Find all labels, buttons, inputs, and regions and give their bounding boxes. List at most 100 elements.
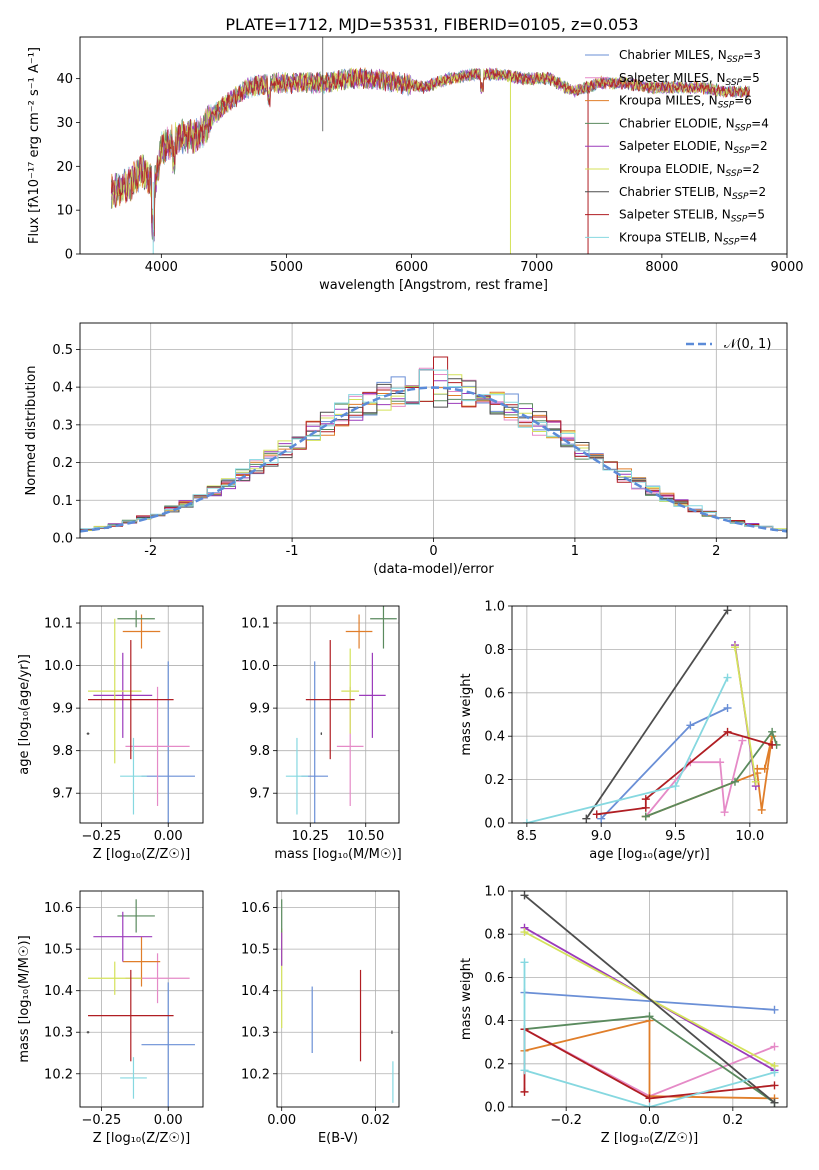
- weight-marker: [723, 606, 732, 615]
- legend-label-sub: SSP: [723, 237, 740, 247]
- x-tick-label: 9000: [770, 260, 803, 275]
- grid: [277, 606, 399, 823]
- y-tick-label: 0.8: [484, 928, 505, 943]
- y-tick-label: 0.2: [52, 456, 73, 471]
- x-tick-label: 4000: [145, 260, 178, 275]
- x-axis-label: mass [log₁₀(M/M☉)]: [274, 847, 401, 862]
- y-tick-label: 9.7: [52, 787, 73, 802]
- spectrum-panel: 4000 5000 6000 7000 8000 9000 0 10 20 30 40 wavelen…: [27, 36, 804, 293]
- weight-marker: [723, 727, 732, 736]
- weight-marker: [768, 727, 777, 736]
- mass-weight-vs-age-panel: 8.5 9.0 9.5 10.0 0.0 0.2 0.4 0.6 0.8 1.0 age [log₁…: [459, 600, 788, 862]
- x-axis-label: Z [log₁₀(Z/Z☉)]: [601, 1131, 698, 1146]
- y-tick-label: 9.9: [52, 702, 73, 717]
- weight-marker: [730, 643, 739, 652]
- legend-label-sub: SSP: [727, 55, 744, 65]
- legend-label: Salpeter MILES, NSSP=5: [619, 71, 760, 88]
- weight-line-kroupa-miles: [524, 1019, 775, 1100]
- weight-marker: [520, 928, 529, 937]
- y-tick-label: 40: [56, 72, 73, 87]
- weight-marker: [645, 1012, 654, 1021]
- weight-marker: [671, 782, 680, 791]
- y-tick-label: 20: [56, 160, 73, 175]
- y-tick-label: 0.0: [484, 817, 505, 832]
- weight-marker: [723, 673, 732, 682]
- legend-label-sub: SSP: [718, 101, 735, 111]
- legend-label: Kroupa STELIB, NSSP=4: [619, 230, 757, 247]
- x-tick-label: 0.00: [154, 1113, 183, 1128]
- y-tick-label: 0.2: [484, 1057, 505, 1072]
- legend-label-post: =6: [734, 94, 752, 108]
- tick-labels: 0.00 0.02 10.2 10.3 10.4 10.5 10.6: [241, 901, 390, 1128]
- weight-marker: [641, 795, 650, 804]
- x-tick-label: 7000: [520, 260, 553, 275]
- legend-normal-label: 𝒩(0, 1): [724, 337, 771, 352]
- legend-label-sub: SSP: [732, 192, 749, 202]
- x-tick-label: 10.0: [735, 829, 764, 844]
- x-axis-label: wavelength [Angstrom, rest frame]: [319, 278, 548, 293]
- y-tick-label: 10.1: [44, 617, 73, 632]
- spectrum-line-salpeter-stelib: [110, 67, 750, 242]
- weight-marker: [760, 764, 769, 773]
- y-tick-label: 0.3: [52, 418, 73, 433]
- y-axis-label: Normed distribution: [24, 366, 39, 496]
- x-tick-label: 9.0: [591, 829, 612, 844]
- y-tick-label: 0.5: [52, 343, 73, 358]
- x-tick-label: 0.00: [267, 1113, 296, 1128]
- legend-label-post: =5: [747, 208, 765, 222]
- axes-frame: [79, 890, 204, 1108]
- weight-marker: [770, 1005, 779, 1014]
- axes-frame: [511, 890, 788, 1108]
- legend-label: Chabrier MILES, NSSP=3: [619, 48, 761, 65]
- weight-line-chabrier-stelib: [523, 894, 776, 1104]
- y-axis-label: age [log₁₀(age/yr)]: [17, 654, 32, 775]
- weight-marker: [522, 819, 531, 823]
- weight-marker: [770, 1098, 779, 1107]
- legend-label: Salpeter ELODIE, NSSP=2: [619, 139, 768, 156]
- weight-marker: [641, 812, 650, 821]
- y-tick-label: 10.1: [241, 617, 270, 632]
- y-tick-label: 30: [56, 116, 73, 131]
- weight-marker: [520, 891, 529, 900]
- plot-area: [277, 606, 399, 823]
- y-tick-label: 10.2: [44, 1067, 73, 1082]
- metallicity-mass-panel: −0.25 0.00 10.2 10.3 10.4 10.5 10.6 Z [log₁₀(Z/…: [17, 890, 204, 1146]
- mass-age-panel: 10.25 10.50 9.7 9.8 9.9 10.0 10.1 mass [log₁₀(M…: [241, 605, 402, 862]
- legend-label-post: =2: [749, 185, 767, 199]
- legend-label-post: =3: [743, 48, 761, 62]
- legend-label-sub: SSP: [731, 215, 748, 225]
- y-tick-label: 0.0: [52, 532, 73, 547]
- legend-label-pre: Kroupa MILES, N: [619, 94, 718, 108]
- legend-label-sub: SSP: [735, 123, 752, 133]
- tick-labels: −0.2 0.0 0.2 0.0 0.2 0.4 0.6 0.8 1.0: [484, 885, 743, 1129]
- legend-label-pre: Kroupa ELODIE, N: [619, 162, 726, 176]
- plot-area: [80, 606, 203, 823]
- weight-marker: [768, 740, 777, 749]
- mass-weight-vs-metallicity-panel: −0.2 0.0 0.2 0.0 0.2 0.4 0.6 0.8 1.0 Z [log₁₀(Z/Z…: [459, 885, 788, 1146]
- tick-labels: −0.25 0.00 10.2 10.3 10.4 10.5 10.6: [44, 901, 183, 1128]
- y-axis-label: mass weight: [459, 958, 474, 1040]
- x-tick-label: 0.00: [154, 829, 183, 844]
- weight-marker: [645, 1094, 654, 1103]
- legend-label-post: =2: [750, 139, 768, 153]
- weight-marker: [520, 1087, 529, 1096]
- legend-label-sub: SSP: [733, 146, 750, 156]
- legend-label-pre: Chabrier STELIB, N: [619, 185, 732, 199]
- y-tick-label: 0.4: [484, 730, 505, 745]
- weight-marker: [592, 810, 601, 819]
- plot-area: [80, 323, 787, 538]
- x-axis-label: E(B-V): [318, 1131, 358, 1146]
- legend-label-post: =4: [739, 230, 757, 244]
- axes-frame: [276, 890, 400, 1108]
- legend-label-post: =5: [742, 71, 760, 85]
- weight-marker: [730, 777, 739, 786]
- tick-labels: 10.25 10.50 9.7 9.8 9.9 10.0 10.1: [241, 617, 384, 844]
- tick-labels: 4000 5000 6000 7000 8000 9000 0 10 20 30 40: [56, 72, 803, 275]
- weight-line-chabrier-stelib: [585, 609, 729, 820]
- y-tick-label: 10.3: [241, 1026, 270, 1041]
- legend-label-post: =2: [742, 162, 760, 176]
- weight-marker: [686, 721, 695, 730]
- y-axis-label: Flux [fλ10⁻¹⁷ erg cm⁻² s⁻¹ A⁻¹]: [27, 47, 42, 244]
- weight-line-chabrier-miles: [524, 991, 775, 1011]
